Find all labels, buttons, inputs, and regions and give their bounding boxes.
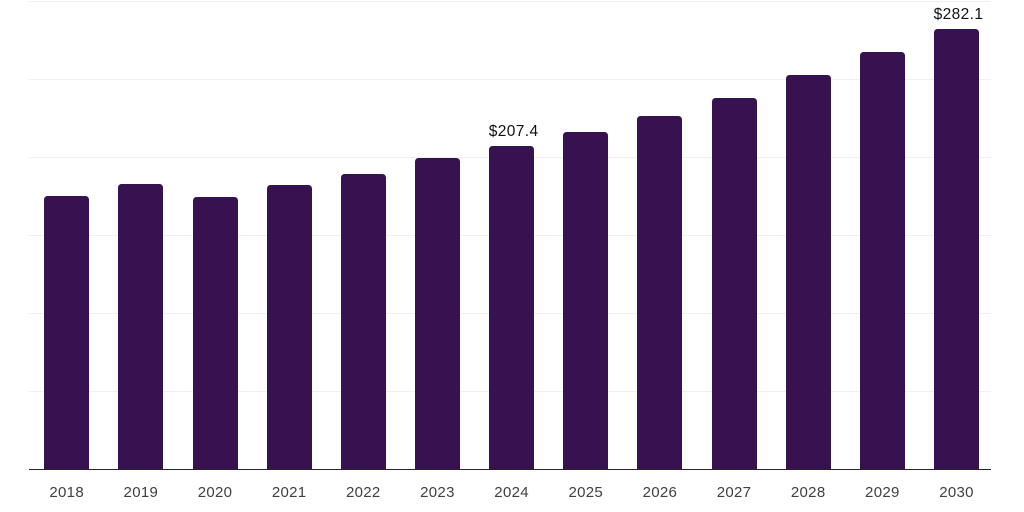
gridline-250 [29,78,991,80]
bar-2028 [785,75,831,470]
bar-2027 [711,97,757,470]
gridline-300 [29,0,991,2]
x-tick-2029: 2029 [865,484,900,501]
bar-2020 [192,196,238,470]
bar-2018 [44,195,90,470]
bar-2029 [859,52,905,470]
bar-2019 [118,184,164,470]
x-tick-2030: 2030 [939,484,974,501]
x-tick-2021: 2021 [271,484,307,501]
bar-2022 [340,174,386,470]
bar-2021 [266,184,312,470]
x-tick-2025: 2025 [568,484,604,501]
x-tick-2020: 2020 [197,484,233,501]
x-tick-2023: 2023 [420,484,455,501]
x-tick-2024: 2024 [494,484,529,501]
bar-2023 [414,158,460,470]
x-tick-2019: 2019 [123,484,159,501]
bar-2024 [489,145,535,470]
x-tick-2022: 2022 [346,484,381,501]
x-tick-2028: 2028 [790,484,826,501]
x-tick-2027: 2027 [716,484,752,501]
bar-2026 [637,115,683,470]
data-label-2030: $282.1 [933,5,984,23]
bar-2025 [563,131,609,470]
bar-2030 [934,28,979,470]
x-tick-2018: 2018 [49,484,84,501]
x-tick-2026: 2026 [642,484,678,501]
x-axis-line [29,468,991,471]
data-label-2024: $207.4 [488,122,539,140]
